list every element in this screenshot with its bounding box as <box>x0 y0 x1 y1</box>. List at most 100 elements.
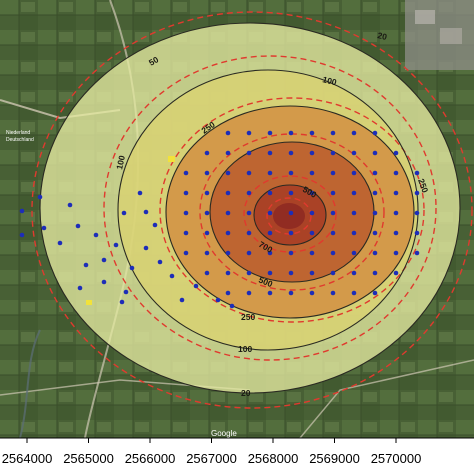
sample-point <box>225 230 231 236</box>
sample-point <box>204 190 210 196</box>
sample-point <box>309 170 315 176</box>
sample-point <box>330 190 336 196</box>
sample-point <box>183 230 189 236</box>
sample-point <box>37 194 43 200</box>
sample-point <box>309 290 315 296</box>
sample-point <box>246 250 252 256</box>
sample-point <box>372 130 378 136</box>
solid-contour-100 <box>117 69 419 351</box>
sample-point <box>351 270 357 276</box>
contour-zones <box>40 23 460 393</box>
solid-contours <box>39 22 461 394</box>
dashed-contour-outer <box>31 11 473 409</box>
dashed-contour-100 <box>103 55 437 361</box>
sample-point <box>204 150 210 156</box>
sample-point <box>372 210 378 216</box>
sample-point <box>414 170 420 176</box>
sample-point <box>93 232 99 238</box>
x-tick-label: 2566000 <box>125 451 176 466</box>
sample-point <box>246 170 252 176</box>
sample-point <box>246 270 252 276</box>
place-label-netherlands: Niederland <box>6 130 30 136</box>
x-tick-label: 2564000 <box>2 451 53 466</box>
sample-point <box>351 230 357 236</box>
sample-point <box>288 170 294 176</box>
sample-point <box>309 230 315 236</box>
sample-point <box>267 170 273 176</box>
sample-point <box>309 150 315 156</box>
sample-point <box>393 250 399 256</box>
sample-point <box>351 190 357 196</box>
sample-point <box>351 290 357 296</box>
sample-point <box>372 170 378 176</box>
x-axis-ticks: 2564000 2565000 2566000 2567000 2568000 25690… <box>2 438 421 466</box>
sample-point <box>204 250 210 256</box>
sample-point <box>372 270 378 276</box>
sample-point <box>393 150 399 156</box>
sample-point <box>414 250 420 256</box>
sample-point <box>351 250 357 256</box>
sample-point <box>204 270 210 276</box>
sample-point <box>204 210 210 216</box>
sample-point <box>225 190 231 196</box>
sample-point <box>225 210 231 216</box>
sample-point <box>330 150 336 156</box>
sample-point <box>225 170 231 176</box>
sample-point <box>179 297 185 303</box>
sample-point <box>57 240 63 246</box>
sample-point <box>246 130 252 136</box>
sample-point <box>19 232 25 238</box>
sample-point <box>288 150 294 156</box>
sample-point <box>225 270 231 276</box>
sample-point <box>393 270 399 276</box>
sample-point <box>204 230 210 236</box>
sample-points <box>19 130 420 309</box>
sample-point <box>225 250 231 256</box>
sample-point <box>309 210 315 216</box>
sample-point <box>183 170 189 176</box>
sample-point <box>372 190 378 196</box>
sample-point <box>372 250 378 256</box>
x-axis-band <box>0 438 474 474</box>
sample-point <box>372 290 378 296</box>
sample-point <box>204 170 210 176</box>
sample-point <box>215 297 221 303</box>
sample-point <box>330 170 336 176</box>
sample-point <box>75 223 81 229</box>
sample-point <box>414 230 420 236</box>
sample-point <box>267 150 273 156</box>
x-tick-label: 2565000 <box>63 451 114 466</box>
yellow-marker-icon <box>168 156 175 162</box>
sample-point <box>267 270 273 276</box>
sample-point <box>183 250 189 256</box>
contour-label: 20 <box>241 388 251 398</box>
sample-point <box>225 130 231 136</box>
sample-point <box>393 190 399 196</box>
sample-point <box>41 225 47 231</box>
sample-point <box>309 130 315 136</box>
sample-point <box>246 290 252 296</box>
contour-label: 100 <box>238 344 252 354</box>
sample-point <box>123 289 129 295</box>
sample-point <box>267 130 273 136</box>
sample-point <box>113 242 119 248</box>
solid-contour-20 <box>39 22 461 394</box>
country-label: Niederland Deutschland <box>6 130 34 143</box>
sample-point <box>267 190 273 196</box>
sample-point <box>330 270 336 276</box>
sample-point <box>183 210 189 216</box>
contour-label: 250 <box>416 177 430 194</box>
sample-point <box>393 170 399 176</box>
solid-contour-250 <box>165 105 415 319</box>
sample-point <box>183 190 189 196</box>
sample-point <box>393 230 399 236</box>
dashed-contour-250 <box>159 97 425 323</box>
sample-point <box>414 190 420 196</box>
sample-point <box>351 150 357 156</box>
sample-point <box>246 210 252 216</box>
sample-point <box>121 210 127 216</box>
sample-point <box>152 222 158 228</box>
sample-point <box>309 250 315 256</box>
